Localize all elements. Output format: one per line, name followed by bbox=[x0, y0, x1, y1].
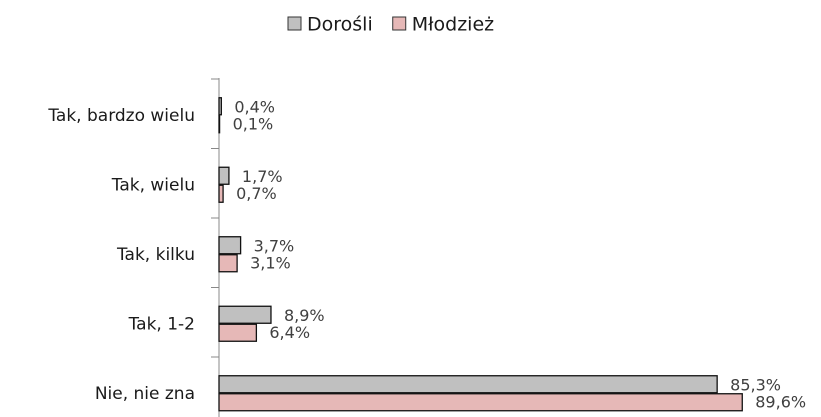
bar bbox=[218, 323, 258, 342]
value-label: 0,4% bbox=[234, 97, 275, 116]
value-label: 3,1% bbox=[250, 253, 291, 272]
legend-swatch bbox=[287, 16, 302, 31]
bar bbox=[218, 184, 224, 203]
value-label: 1,7% bbox=[242, 167, 283, 186]
bar bbox=[218, 305, 272, 324]
bar bbox=[218, 97, 222, 116]
bar bbox=[218, 115, 221, 134]
y-tick-label: Tak, 1-2 bbox=[128, 314, 195, 334]
y-tick-label: Tak, wielu bbox=[111, 175, 195, 195]
value-label: 8,9% bbox=[284, 306, 325, 325]
value-label: 6,4% bbox=[269, 323, 310, 342]
legend-label: Młodzież bbox=[412, 14, 494, 36]
value-label: 0,7% bbox=[236, 184, 277, 203]
bar bbox=[218, 393, 743, 412]
value-label: 3,7% bbox=[254, 236, 295, 255]
value-label: 89,6% bbox=[755, 392, 806, 411]
legend-label: Dorośli bbox=[307, 14, 373, 36]
y-tick-label: Tak, bardzo wielu bbox=[47, 106, 195, 126]
value-label: 0,1% bbox=[233, 114, 274, 133]
bar bbox=[218, 375, 718, 394]
bar bbox=[218, 254, 238, 273]
bar bbox=[218, 236, 242, 255]
value-label: 85,3% bbox=[730, 375, 781, 394]
bar bbox=[218, 166, 230, 185]
legend-swatch bbox=[392, 16, 407, 31]
y-tick-label: Tak, kilku bbox=[116, 245, 195, 265]
y-tick-label: Nie, nie zna bbox=[95, 384, 195, 404]
